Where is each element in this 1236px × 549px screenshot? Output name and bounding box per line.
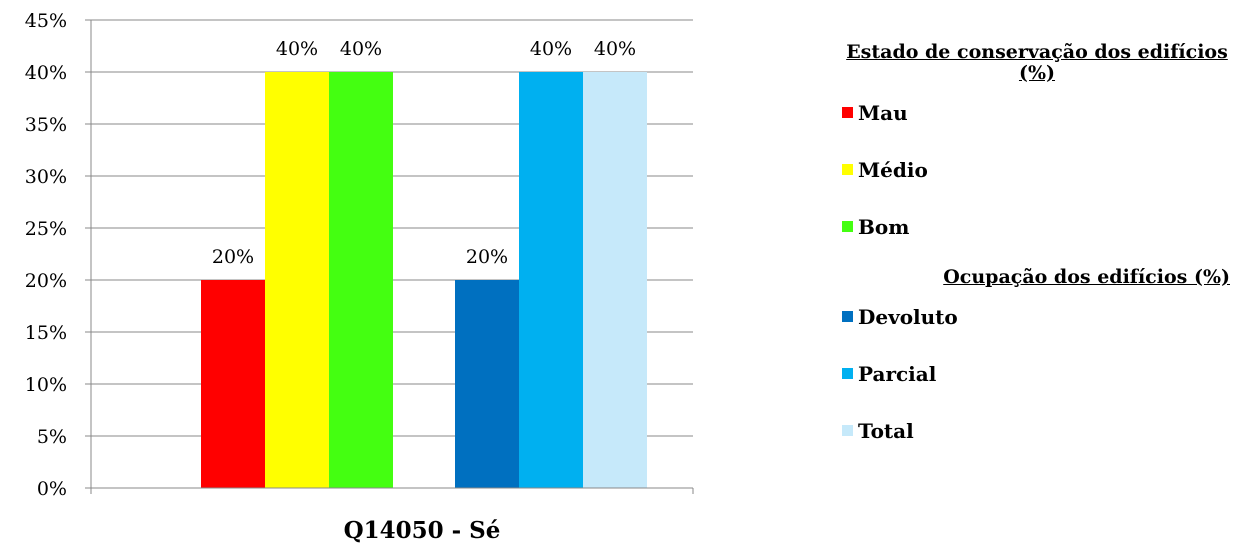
legend-item-devoluto: Devoluto xyxy=(842,288,1236,345)
y-tick-label: 15% xyxy=(25,322,67,344)
legend-swatch xyxy=(842,425,853,436)
y-axis-ticks: 0% 5% 10% 15% 20% 25% 30% 35% 40% 45% xyxy=(25,10,694,500)
legend-label: Mau xyxy=(858,100,908,125)
y-tick-label: 0% xyxy=(37,478,67,500)
legend-title-occupation: Ocupação dos edifícios (%) xyxy=(943,266,1230,288)
data-label-devoluto: 20% xyxy=(466,246,508,268)
bar-parcial xyxy=(519,72,583,488)
legend-swatch xyxy=(842,164,853,175)
bar-total xyxy=(583,72,647,488)
legend-item-bom: Bom xyxy=(842,198,1236,255)
legend-group-conservation: Estado de conservação dos edifícios (%) … xyxy=(842,42,1236,255)
legend: Estado de conservação dos edifícios (%) … xyxy=(842,42,1236,459)
legend-item-total: Total xyxy=(842,402,1236,459)
y-tick-label: 30% xyxy=(25,166,67,188)
x-axis-category-label: Q14050 - Sé xyxy=(344,517,501,544)
y-tick-label: 20% xyxy=(25,270,67,292)
legend-swatch xyxy=(842,107,853,118)
legend-label: Total xyxy=(858,418,914,443)
bar-médio xyxy=(265,72,329,488)
y-tick-label: 5% xyxy=(37,426,67,448)
y-tick-label: 45% xyxy=(25,10,67,32)
legend-swatch xyxy=(842,368,853,379)
bar-data-labels: 20% 40% 40% 20% 40% 40% xyxy=(212,38,636,268)
legend-group-occupation: Ocupação dos edifícios (%) Devoluto Parc… xyxy=(842,267,1236,459)
data-label-mau: 20% xyxy=(212,246,254,268)
legend-label: Médio xyxy=(858,157,928,182)
data-label-parcial: 40% xyxy=(530,38,572,60)
legend-item-medio: Médio xyxy=(842,141,1236,198)
y-tick-label: 10% xyxy=(25,374,67,396)
legend-label: Bom xyxy=(858,214,910,239)
legend-label: Parcial xyxy=(858,361,937,386)
data-label-médio: 40% xyxy=(276,38,318,60)
legend-item-mau: Mau xyxy=(842,84,1236,141)
legend-swatch xyxy=(842,221,853,232)
data-label-total: 40% xyxy=(594,38,636,60)
y-tick-label: 40% xyxy=(25,62,67,84)
y-tick-label: 25% xyxy=(25,218,67,240)
legend-label: Devoluto xyxy=(858,304,958,329)
legend-item-parcial: Parcial xyxy=(842,345,1236,402)
legend-title-conservation: Estado de conservação dos edifícios (%) xyxy=(846,41,1228,84)
bar-devoluto xyxy=(455,280,519,488)
bar-mau xyxy=(201,280,265,488)
data-label-bom: 40% xyxy=(340,38,382,60)
bar-bom xyxy=(329,72,393,488)
bars xyxy=(201,72,647,488)
legend-swatch xyxy=(842,311,853,322)
y-tick-label: 35% xyxy=(25,114,67,136)
